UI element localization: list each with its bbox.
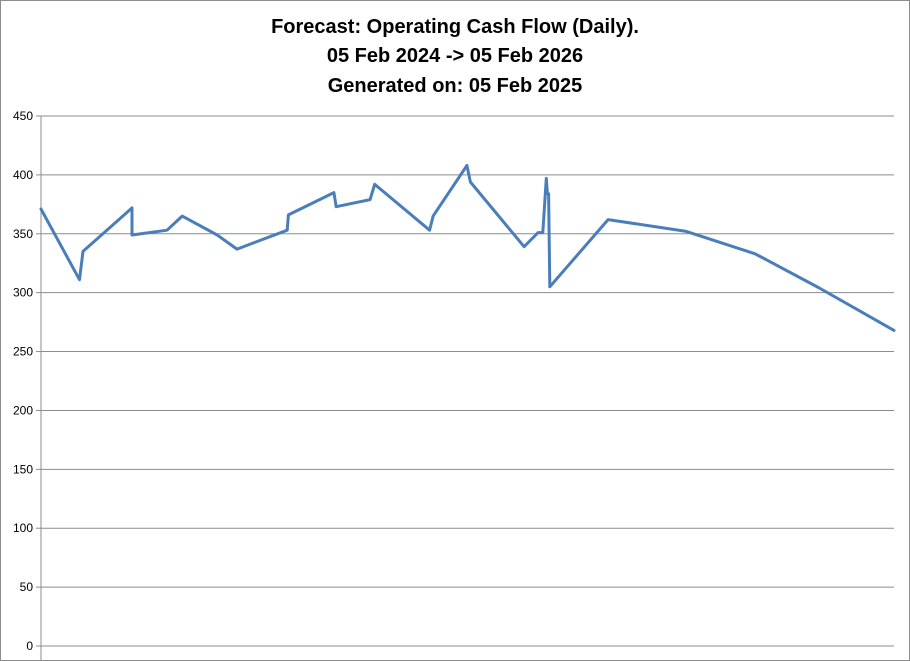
y-tick-label: 50 [20, 580, 34, 594]
y-tick-label: 250 [13, 345, 33, 359]
y-tick-label: 350 [13, 227, 33, 241]
chart-title-line-2: 05 Feb 2024 -> 05 Feb 2026 [326, 45, 584, 67]
y-tick-label: 400 [13, 168, 33, 182]
chart-title-line-3: Generated on: 05 Feb 2025 [327, 75, 583, 97]
y-tick-label: 200 [13, 403, 33, 417]
y-tick-label: 100 [13, 521, 33, 535]
y-tick-label: 300 [13, 286, 33, 300]
chart-title-line-1: Forecast: Operating Cash Flow (Daily). [271, 16, 639, 38]
y-tick-label: 450 [13, 109, 33, 123]
y-tick-label: 0 [26, 639, 33, 653]
y-tick-label: 150 [13, 462, 33, 476]
series-line-0 [39, 164, 896, 332]
